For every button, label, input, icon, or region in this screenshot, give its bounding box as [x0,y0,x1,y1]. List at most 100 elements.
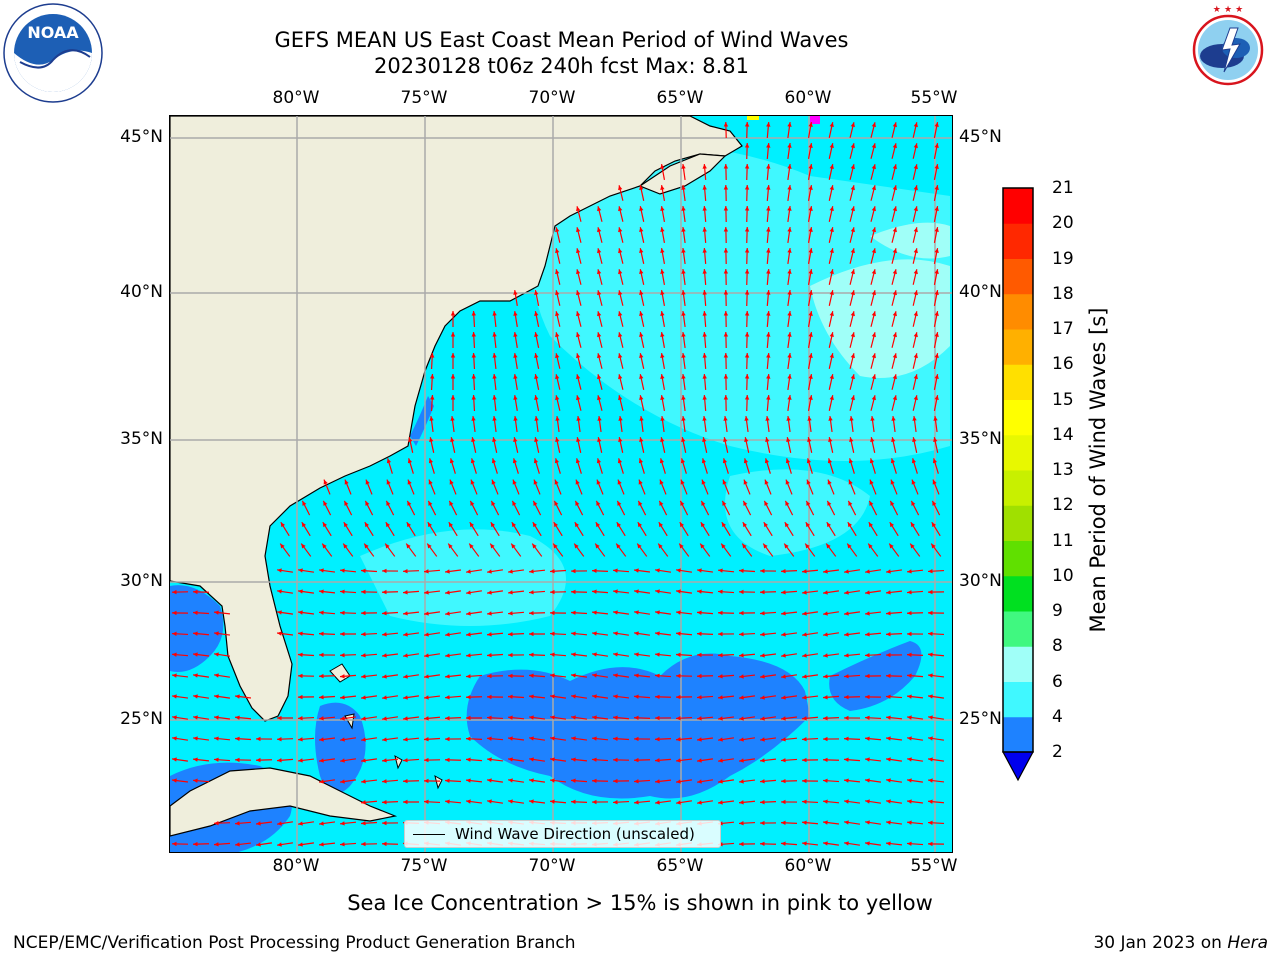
wave-arrow-head [487,694,492,700]
wave-arrow-head [550,736,555,741]
wave-arrow-head [850,206,855,212]
wave-arrow-head [844,799,849,804]
wave-arrow-head [702,416,707,421]
wave-arrow-head [787,206,792,211]
wave-arrow-head [638,479,643,485]
wave-arrow-head [340,568,345,573]
wave-arrow-head [592,694,597,699]
wave-arrow-head [529,736,534,741]
colorbar-segment [1003,681,1033,718]
wave-arrow-head [470,500,475,506]
wave-arrow-head [277,842,282,847]
wave-arrow-head [634,652,639,657]
wave-arrow-head [765,437,770,443]
wave-arrow-head [382,589,387,595]
wave-arrow-head [575,458,581,464]
wave-arrow-head [340,821,345,826]
wave-arrow-head [886,736,891,741]
wave-arrow-head [575,500,580,506]
wave-arrow-head [718,652,723,658]
lon-tick-top-70w: 70°W [528,88,576,108]
colorbar-tick-label: 17 [1052,319,1074,339]
wave-arrow-head [571,736,576,741]
wave-arrow-head [892,353,897,359]
colorbar-frame [1002,187,1034,753]
wave-arrow-head [508,715,513,720]
wave-arrow-head [298,737,303,742]
lon-tick-bottom-70w: 70°W [528,856,576,876]
wave-arrow-head [865,820,870,825]
wave-arrow-head [407,479,412,485]
colorbar-tick-label: 16 [1052,354,1074,375]
wave-arrow-head [723,437,728,443]
wave-arrow-head [386,458,392,464]
wave-arrow-head [429,437,434,443]
colorbar-tick-label: 20 [1052,213,1074,234]
wave-arrow-head [766,185,771,190]
wave-arrow-head [449,500,454,506]
wave-arrow-head [680,458,686,464]
wave-arrow-head [555,227,560,233]
wave-arrow-head [723,353,729,358]
wave-arrow-head [808,206,813,211]
wave-arrow-head [850,395,855,401]
wave-arrow-head [613,631,618,636]
wave-arrow-head [697,716,702,721]
wave-arrow-head [534,353,539,359]
wave-arrow-head [847,543,852,549]
wave-arrow-head [697,652,702,658]
wave-arrow-head [676,779,681,784]
wave-arrow-head [172,631,177,636]
wave-arrow-head [871,269,876,275]
wave-arrow-head [576,332,581,338]
wave-arrow-head [424,716,429,721]
wave-arrow-head [445,569,450,574]
wave-arrow-head [679,522,685,528]
wave-arrow-head [534,416,539,421]
wave-arrow-head [529,610,534,616]
wave-arrow-head [403,611,408,616]
wave-arrow-head [886,673,891,679]
wave-arrow-head [702,395,707,400]
wave-arrow-head [808,185,813,190]
national-weather-service-logo-icon: ★ ★ ★ [1182,4,1274,96]
wave-arrow-head [445,736,450,742]
wave-arrow-head [807,416,812,421]
wave-arrow-head [319,673,324,679]
water-8-9s-region [810,222,950,378]
wave-arrow-head [487,611,492,616]
wave-arrow-head [256,821,261,826]
wave-arrow-head [448,522,454,528]
wave-arrow-head [907,610,912,616]
wave-arrow-head [487,778,492,783]
wave-arrow-head [931,543,936,549]
wave-arrow-head [701,479,706,485]
wave-arrow-head [892,269,897,275]
wave-arrow-head [655,568,660,573]
wave-arrow-head [886,757,891,762]
footer-date: 30 Jan 2023 on Hera [1093,933,1268,953]
wave-arrow-head [844,569,849,574]
wave-arrow-head [787,269,792,274]
wave-arrow-head [450,437,455,443]
wave-arrow-head [298,589,303,594]
wave-arrow-head [340,589,345,594]
wave-arrow-head [403,590,408,595]
lon-tick-bottom-65w: 65°W [656,856,704,876]
wave-arrow-head [910,543,915,549]
wave-arrow-head [361,841,366,847]
wave-arrow-head [760,841,765,847]
wave-arrow-head [763,543,768,549]
wave-arrow-head [934,311,939,316]
wave-arrow-head [744,206,750,211]
lon-tick-bottom-55w: 55°W [910,856,958,876]
wave-arrow-head [277,568,282,573]
wave-arrow-head [571,715,576,720]
colorbar-tick-label: 4 [1052,706,1063,727]
wave-arrow-head [848,500,853,506]
wave-arrow-head [744,395,750,400]
wave-arrow-head [826,522,832,528]
wave-arrow-head [676,737,681,742]
wave-arrow-head [865,611,870,616]
wave-arrow-head [865,590,870,595]
